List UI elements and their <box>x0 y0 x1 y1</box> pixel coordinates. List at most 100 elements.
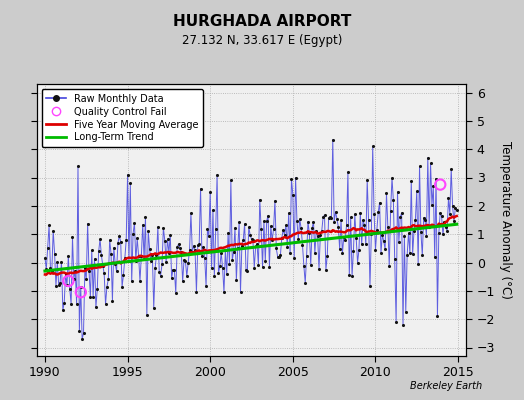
Point <box>364 217 373 223</box>
Point <box>346 214 355 220</box>
Point <box>412 188 421 194</box>
Point <box>46 265 54 272</box>
Point <box>294 236 302 242</box>
Point <box>56 279 64 286</box>
Point <box>198 253 206 259</box>
Point <box>239 237 247 243</box>
Point <box>283 244 291 250</box>
Point <box>440 218 449 225</box>
Point <box>225 261 234 267</box>
Point <box>238 242 246 249</box>
Point <box>301 280 310 286</box>
Point <box>236 288 245 295</box>
Point <box>410 228 418 234</box>
Point <box>436 181 444 188</box>
Point <box>123 172 132 178</box>
Point <box>392 319 400 325</box>
Point <box>289 191 297 198</box>
Point <box>260 218 268 224</box>
Point <box>324 215 333 221</box>
Y-axis label: Temperature Anomaly (°C): Temperature Anomaly (°C) <box>499 141 512 299</box>
Point <box>152 252 161 258</box>
Point <box>111 260 119 267</box>
Point <box>338 250 346 256</box>
Point <box>272 245 280 252</box>
Point <box>416 163 424 169</box>
Point <box>82 276 91 282</box>
Point <box>331 208 340 215</box>
Point <box>268 237 276 243</box>
Point <box>388 175 396 181</box>
Point <box>219 265 227 271</box>
Point <box>130 220 139 226</box>
Point <box>245 224 253 230</box>
Point <box>423 154 432 161</box>
Point <box>169 266 177 273</box>
Point <box>400 233 409 239</box>
Point <box>125 258 133 264</box>
Point <box>442 224 450 231</box>
Point <box>420 214 428 221</box>
Point <box>379 238 388 244</box>
Point <box>97 252 106 258</box>
Point <box>118 284 126 290</box>
Point <box>261 258 269 264</box>
Point <box>59 307 67 313</box>
Point <box>293 218 301 225</box>
Point <box>60 300 69 306</box>
Point <box>146 246 154 252</box>
Text: HURGHADA AIRPORT: HURGHADA AIRPORT <box>173 14 351 29</box>
Point <box>168 275 176 281</box>
Point <box>213 172 221 178</box>
Point <box>439 231 447 238</box>
Point <box>287 176 296 182</box>
Point <box>330 219 339 225</box>
Point <box>194 242 202 248</box>
Point <box>185 247 194 253</box>
Point <box>271 197 279 204</box>
Point <box>363 177 372 184</box>
Point <box>143 312 151 318</box>
Point <box>99 262 107 269</box>
Point <box>89 294 97 300</box>
Point <box>188 248 196 255</box>
Point <box>85 268 93 274</box>
Point <box>311 250 319 256</box>
Point <box>397 210 406 216</box>
Point <box>401 308 410 315</box>
Point <box>263 218 271 224</box>
Point <box>155 269 163 276</box>
Point <box>57 259 66 265</box>
Point <box>138 222 147 228</box>
Point <box>162 259 170 265</box>
Point <box>217 250 225 256</box>
Point <box>258 264 267 270</box>
Point <box>372 247 380 253</box>
Point <box>375 199 384 206</box>
Point <box>322 267 330 273</box>
Point <box>411 216 420 223</box>
Point <box>79 330 88 336</box>
Point <box>160 237 169 244</box>
Point <box>228 257 236 264</box>
Point <box>250 264 258 271</box>
Point <box>389 197 398 204</box>
Point <box>83 220 92 227</box>
Point <box>405 230 413 236</box>
Point <box>112 268 121 274</box>
Point <box>357 241 366 247</box>
Point <box>45 222 53 228</box>
Point <box>291 174 300 181</box>
Point <box>192 289 201 295</box>
Point <box>304 218 312 225</box>
Point <box>103 284 111 290</box>
Point <box>265 264 274 270</box>
Point <box>377 250 385 256</box>
Point <box>285 210 293 216</box>
Point <box>214 270 223 276</box>
Point <box>359 217 367 223</box>
Point <box>362 241 370 247</box>
Point <box>108 298 117 304</box>
Point <box>256 196 264 203</box>
Point <box>320 212 329 218</box>
